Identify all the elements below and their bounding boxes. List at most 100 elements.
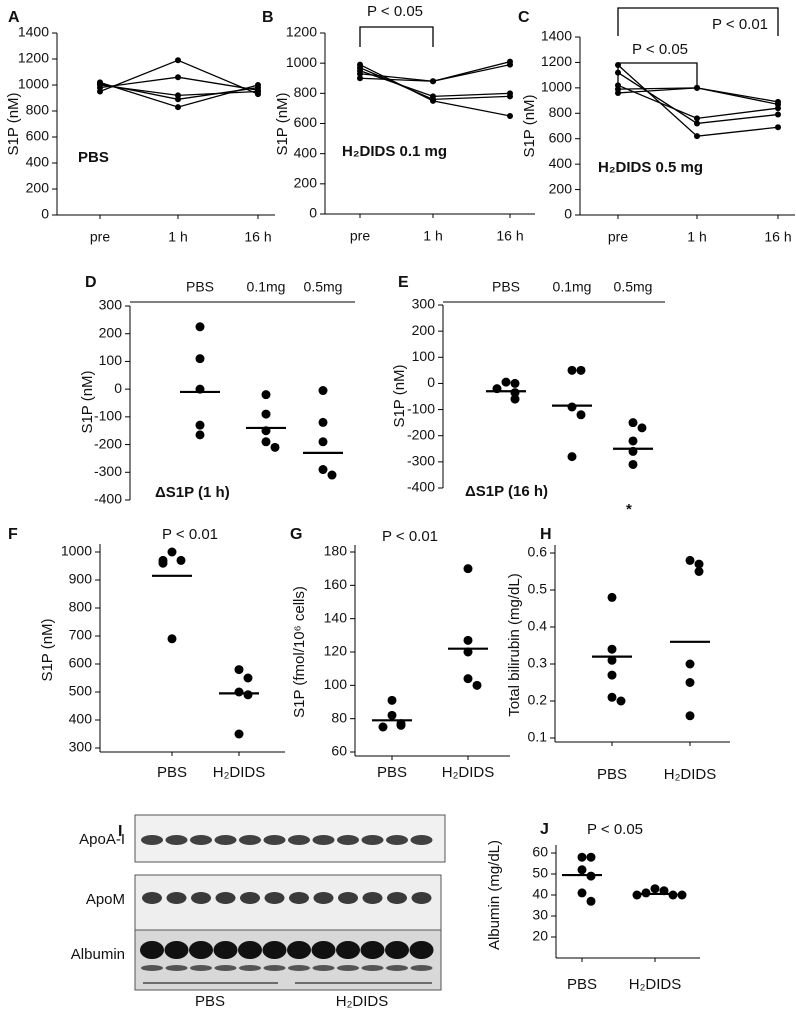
point bbox=[387, 695, 397, 705]
point bbox=[775, 124, 781, 131]
y-tick-label: 400 bbox=[294, 144, 318, 160]
band bbox=[141, 835, 163, 845]
point bbox=[628, 459, 638, 469]
band bbox=[215, 892, 236, 904]
x-tick-label: 16 h bbox=[244, 229, 271, 245]
y-tick-label: 1200 bbox=[286, 24, 317, 40]
annotation: H₂DIDS 0.1 mg bbox=[342, 143, 447, 160]
point bbox=[694, 120, 700, 127]
point bbox=[327, 470, 337, 480]
point bbox=[430, 97, 436, 104]
band bbox=[287, 941, 311, 959]
point bbox=[694, 115, 700, 122]
p-value: P < 0.05 bbox=[632, 41, 688, 58]
point bbox=[261, 409, 271, 419]
panel-label: F bbox=[8, 526, 18, 543]
y-tick-label: 60 bbox=[331, 743, 347, 759]
point bbox=[694, 133, 700, 140]
point bbox=[463, 635, 473, 645]
y-tick-label: 900 bbox=[69, 571, 93, 587]
y-tick-label: 0.5 bbox=[528, 581, 548, 597]
point bbox=[685, 555, 695, 565]
point bbox=[234, 687, 244, 697]
y-tick-label: 100 bbox=[99, 352, 123, 368]
point bbox=[567, 402, 577, 412]
point bbox=[430, 78, 436, 85]
band bbox=[312, 835, 335, 845]
point bbox=[685, 659, 695, 669]
panel-label: H bbox=[540, 526, 552, 543]
y-tick-label: 800 bbox=[549, 104, 573, 120]
y-tick-label: 0 bbox=[427, 374, 435, 390]
x-tick-label: PBS bbox=[492, 279, 520, 295]
band bbox=[360, 941, 385, 959]
bracket bbox=[617, 62, 698, 85]
band bbox=[165, 835, 188, 845]
point bbox=[175, 57, 181, 64]
y-tick-label: -200 bbox=[94, 435, 122, 451]
point bbox=[234, 729, 244, 739]
band bbox=[361, 965, 384, 971]
y-tick-label: 0.6 bbox=[528, 544, 548, 560]
point bbox=[507, 61, 513, 68]
y-tick-label: 1000 bbox=[61, 543, 92, 559]
blot-bands bbox=[140, 835, 434, 971]
point bbox=[607, 670, 617, 680]
band bbox=[311, 941, 336, 959]
point bbox=[378, 722, 388, 732]
point bbox=[677, 890, 687, 900]
point bbox=[637, 423, 647, 433]
panel-label: G bbox=[290, 526, 302, 543]
band bbox=[214, 835, 237, 845]
band bbox=[164, 941, 189, 959]
point bbox=[775, 111, 781, 118]
point bbox=[261, 437, 271, 447]
panel-label: D bbox=[85, 274, 97, 291]
band bbox=[362, 892, 383, 904]
point bbox=[576, 410, 586, 420]
point bbox=[195, 322, 205, 332]
annotation: PBS bbox=[78, 149, 109, 166]
band bbox=[214, 965, 237, 971]
y-axis-label: Total bilirubin (mg/dL) bbox=[506, 573, 523, 716]
blot-frame bbox=[134, 874, 442, 931]
point bbox=[318, 465, 328, 475]
y-tick-label: 160 bbox=[324, 576, 348, 592]
point bbox=[243, 673, 253, 683]
y-tick-label: -100 bbox=[407, 400, 435, 416]
blot-row-label: ApoM bbox=[86, 891, 125, 908]
series-line bbox=[359, 64, 511, 117]
point bbox=[507, 112, 513, 119]
y-tick-label: 800 bbox=[26, 102, 50, 118]
y-tick-label: 30 bbox=[532, 907, 548, 923]
band bbox=[240, 892, 260, 904]
point bbox=[628, 418, 638, 428]
x-tick-label: PBS bbox=[377, 764, 407, 781]
y-tick-label: 700 bbox=[69, 627, 93, 643]
band bbox=[191, 892, 211, 904]
y-tick-label: 0.2 bbox=[528, 692, 548, 708]
x-tick-label: 1 h bbox=[168, 229, 187, 245]
y-tick-label: 600 bbox=[294, 114, 318, 130]
y-tick-label: -400 bbox=[407, 479, 435, 495]
point bbox=[577, 865, 587, 875]
y-tick-label: 1400 bbox=[541, 28, 572, 44]
band bbox=[411, 892, 432, 904]
point bbox=[607, 692, 617, 702]
p-value: P < 0.01 bbox=[382, 528, 438, 545]
point bbox=[685, 678, 695, 687]
point bbox=[243, 690, 253, 700]
point bbox=[510, 394, 520, 404]
y-tick-label: 600 bbox=[69, 655, 93, 671]
point bbox=[607, 644, 617, 654]
y-tick-label: 100 bbox=[324, 676, 348, 692]
y-axis-label: S1P (nM) bbox=[391, 364, 408, 427]
panel-label: J bbox=[540, 821, 549, 838]
point bbox=[176, 555, 186, 565]
band bbox=[410, 965, 433, 971]
p-value: P < 0.05 bbox=[367, 3, 423, 20]
y-tick-label: -400 bbox=[94, 491, 122, 507]
point bbox=[694, 559, 704, 569]
band bbox=[289, 892, 309, 904]
point bbox=[607, 592, 617, 602]
